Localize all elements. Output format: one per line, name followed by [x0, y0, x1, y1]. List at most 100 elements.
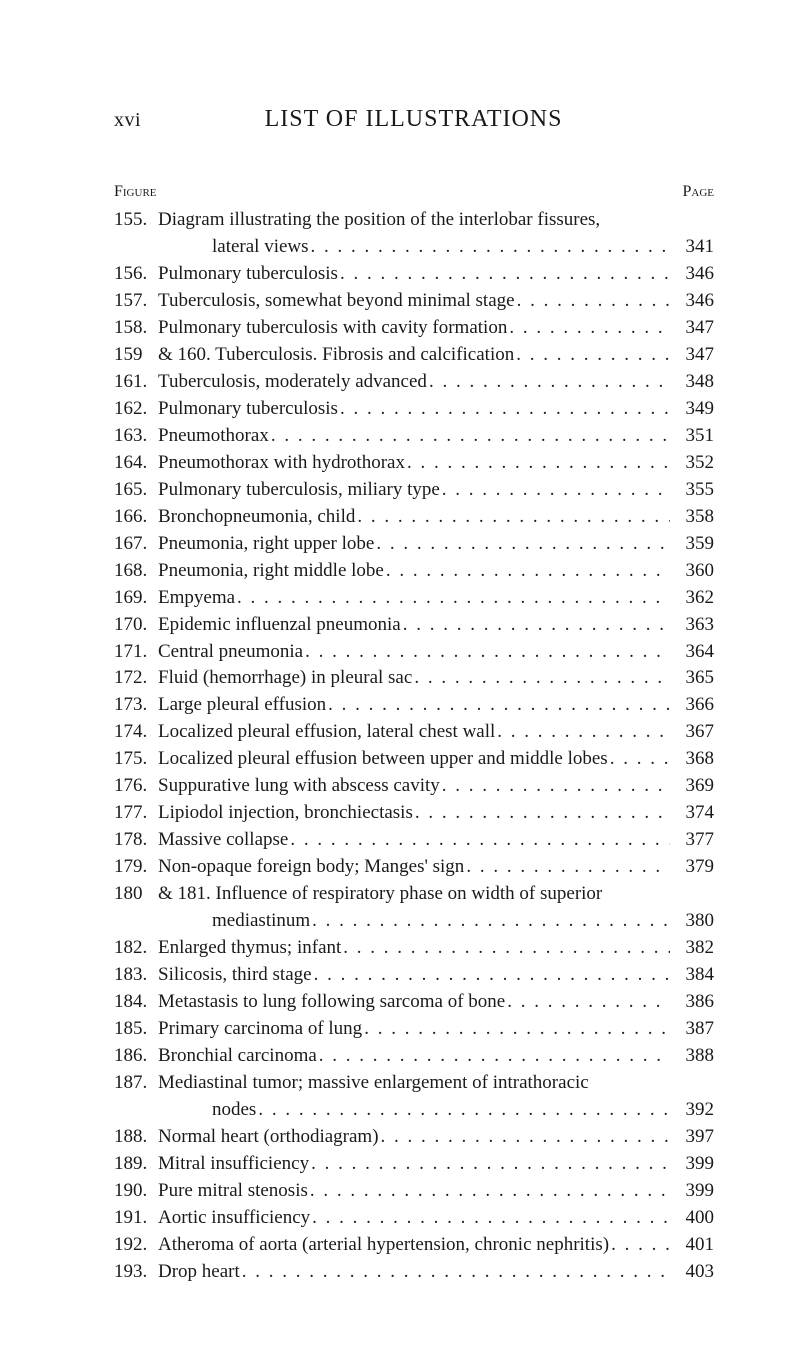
- page-ref: 365: [670, 665, 714, 692]
- entries-list: 155.Diagram illustrating the position of…: [114, 207, 714, 1286]
- dot-leaders: [256, 1097, 670, 1124]
- list-entry: 163.Pneumothorax351: [114, 423, 714, 450]
- list-entry: 191.Aortic insufficiency400: [114, 1205, 714, 1232]
- figure-number: 170.: [114, 612, 158, 639]
- list-entry: 178.Massive collapse377: [114, 827, 714, 854]
- page-ref: 382: [670, 935, 714, 962]
- list-entry: 192.Atheroma of aorta (arterial hyperten…: [114, 1232, 714, 1259]
- page-ref: 360: [670, 558, 714, 585]
- entry-title: Central pneumonia: [158, 639, 303, 666]
- figure-number: 171.: [114, 639, 158, 666]
- figure-number: 162.: [114, 396, 158, 423]
- list-entry: 157.Tuberculosis, somewhat beyond minima…: [114, 288, 714, 315]
- list-entry: 179.Non-opaque foreign body; Manges' sig…: [114, 854, 714, 881]
- dot-leaders: [355, 504, 670, 531]
- figure-number: 175.: [114, 746, 158, 773]
- list-entry: 189.Mitral insufficiency399: [114, 1151, 714, 1178]
- entry-title: Normal heart (orthodiagram): [158, 1124, 379, 1151]
- list-entry: 173.Large pleural effusion366: [114, 692, 714, 719]
- list-entry: 187.Mediastinal tumor; massive enlargeme…: [114, 1070, 714, 1097]
- dot-leaders: [317, 1043, 670, 1070]
- figure-number: 168.: [114, 558, 158, 585]
- figure-number: 187.: [114, 1070, 158, 1097]
- figure-number: 185.: [114, 1016, 158, 1043]
- figure-number: 166.: [114, 504, 158, 531]
- list-entry: 168.Pneumonia, right middle lobe360: [114, 558, 714, 585]
- entry-title: Pneumothorax: [158, 423, 269, 450]
- page-ref: 403: [670, 1259, 714, 1286]
- figure-number: 164.: [114, 450, 158, 477]
- page-ref: 363: [670, 612, 714, 639]
- figure-number: 167.: [114, 531, 158, 558]
- dot-leaders: [309, 1151, 670, 1178]
- list-entry: 190.Pure mitral stenosis399: [114, 1178, 714, 1205]
- dot-leaders: [515, 288, 670, 315]
- entry-title: Primary carcinoma of lung: [158, 1016, 362, 1043]
- entry-title: Epidemic influenzal pneumonia: [158, 612, 401, 639]
- entry-title: Pulmonary tuberculosis with cavity forma…: [158, 315, 507, 342]
- entry-title: Pulmonary tuberculosis, miliary type: [158, 477, 440, 504]
- dot-leaders: [362, 1016, 670, 1043]
- entry-title: & 160. Tuberculosis. Fibrosis and calcif…: [158, 342, 514, 369]
- figure-number: 161.: [114, 369, 158, 396]
- page-ref: 386: [670, 989, 714, 1016]
- figure-number: 180: [114, 881, 158, 908]
- page-ref: 351: [670, 423, 714, 450]
- figure-number: 155.: [114, 207, 158, 234]
- dot-leaders: [338, 396, 670, 423]
- entry-title: Pulmonary tuberculosis: [158, 396, 338, 423]
- page-ref: 369: [670, 773, 714, 800]
- entry-title: Aortic insufficiency: [158, 1205, 310, 1232]
- page-ref: 387: [670, 1016, 714, 1043]
- dot-leaders: [401, 612, 670, 639]
- dot-leaders: [384, 558, 670, 585]
- list-entry: 156.Pulmonary tuberculosis346: [114, 261, 714, 288]
- list-entry: 180& 181. Influence of respiratory phase…: [114, 881, 714, 908]
- page-ref: 367: [670, 719, 714, 746]
- entry-title: Enlarged thymus; infant: [158, 935, 341, 962]
- entry-title: Silicosis, third stage: [158, 962, 312, 989]
- list-entry: 185.Primary carcinoma of lung 387: [114, 1016, 714, 1043]
- list-entry: 186.Bronchial carcinoma388: [114, 1043, 714, 1070]
- figure-number: 165.: [114, 477, 158, 504]
- page-ref: 347: [670, 342, 714, 369]
- page-ref: 368: [670, 746, 714, 773]
- figure-number: 189.: [114, 1151, 158, 1178]
- dot-leaders: [412, 665, 670, 692]
- entry-title: & 181. Influence of respiratory phase on…: [158, 881, 602, 908]
- list-entry: 161.Tuberculosis, moderately advanced348: [114, 369, 714, 396]
- list-entry: 184.Metastasis to lung following sarcoma…: [114, 989, 714, 1016]
- list-entry: 177.Lipiodol injection, bronchiectasis37…: [114, 800, 714, 827]
- figure-number: 190.: [114, 1178, 158, 1205]
- figure-number: 186.: [114, 1043, 158, 1070]
- dot-leaders: [240, 1259, 670, 1286]
- list-entry: 174.Localized pleural effusion, lateral …: [114, 719, 714, 746]
- list-entry: 172.Fluid (hemorrhage) in pleural sac365: [114, 665, 714, 692]
- entry-title: Non-opaque foreign body; Manges' sign: [158, 854, 464, 881]
- page-ref: 364: [670, 639, 714, 666]
- list-entry: 171.Central pneumonia 364: [114, 639, 714, 666]
- entry-title: Large pleural effusion: [158, 692, 326, 719]
- page-ref: 380: [670, 908, 714, 935]
- page-ref: 400: [670, 1205, 714, 1232]
- figure-number: 173.: [114, 692, 158, 719]
- list-entry: 162.Pulmonary tuberculosis349: [114, 396, 714, 423]
- entry-title: Mitral insufficiency: [158, 1151, 309, 1178]
- list-entry: 175.Localized pleural effusion between u…: [114, 746, 714, 773]
- page-ref: 374: [670, 800, 714, 827]
- dot-leaders: [235, 585, 670, 612]
- running-header: xvi LIST OF ILLUSTRATIONS: [114, 106, 714, 133]
- entry-title: Mediastinal tumor; massive enlargement o…: [158, 1070, 589, 1097]
- dot-leaders: [609, 1232, 670, 1259]
- list-entry: 170.Epidemic influenzal pneumonia 363: [114, 612, 714, 639]
- page-ref: 397: [670, 1124, 714, 1151]
- dot-leaders: [405, 450, 670, 477]
- figure-number: 192.: [114, 1232, 158, 1259]
- entry-title: Massive collapse: [158, 827, 288, 854]
- page-ref: 399: [670, 1178, 714, 1205]
- list-entry: 167.Pneumonia, right upper lobe359: [114, 531, 714, 558]
- page-ref: 355: [670, 477, 714, 504]
- dot-leaders: [374, 531, 670, 558]
- page-ref: 359: [670, 531, 714, 558]
- entry-title: Bronchial carcinoma: [158, 1043, 317, 1070]
